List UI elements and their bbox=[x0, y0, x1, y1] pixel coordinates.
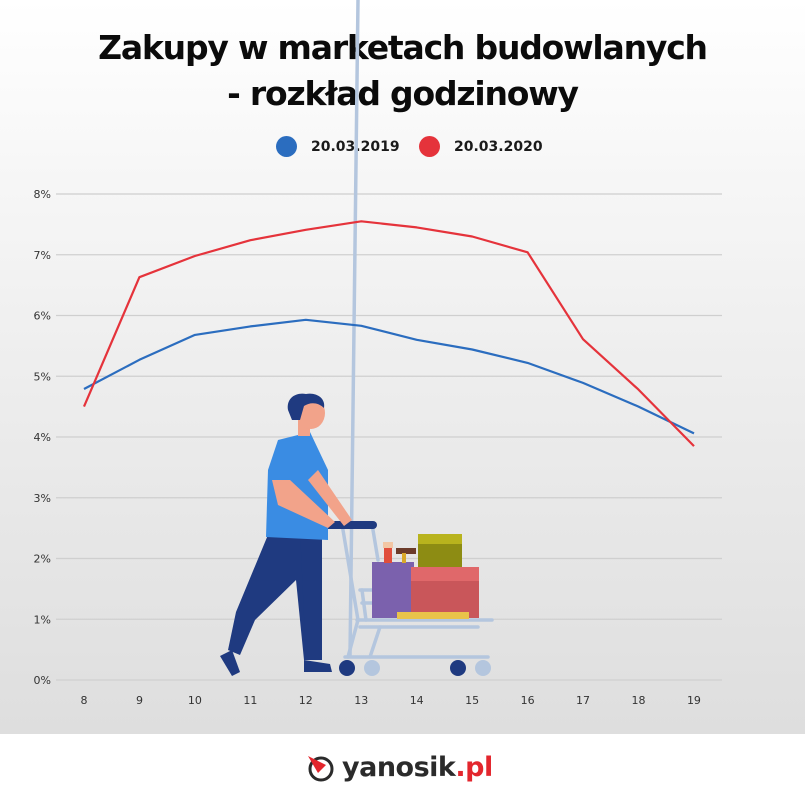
x-tick-label: 12 bbox=[299, 694, 313, 707]
y-tick-label: 2% bbox=[34, 553, 51, 566]
x-tick-label: 11 bbox=[243, 694, 257, 707]
y-tick-label: 7% bbox=[34, 249, 51, 262]
compass-logo-icon bbox=[308, 755, 334, 781]
y-tick-label: 8% bbox=[34, 188, 51, 201]
y-tick-label: 4% bbox=[34, 431, 51, 444]
x-tick-label: 17 bbox=[576, 694, 590, 707]
x-tick-label: 18 bbox=[632, 694, 646, 707]
y-tick-label: 5% bbox=[34, 370, 51, 383]
x-tick-label: 9 bbox=[136, 694, 143, 707]
x-tick-label: 16 bbox=[521, 694, 535, 707]
x-axis-labels: 8 9 10 11 12 13 14 15 16 17 18 19 bbox=[81, 694, 701, 707]
x-tick-label: 8 bbox=[81, 694, 88, 707]
series-line-2019 bbox=[83, 318, 695, 435]
footer bbox=[0, 734, 805, 804]
yanosik-logo[interactable]: yanosik.pl bbox=[306, 752, 493, 783]
y-tick-label: 3% bbox=[34, 492, 51, 505]
legend-label-2020: 20.03.2020 bbox=[454, 138, 543, 155]
shopper-illustration bbox=[220, 0, 494, 676]
line-chart: 0% 1% 2% 3% 4% 5% 6% 7% 8% 8 9 10 11 12 13 14 15 16 17 18 1… bbox=[34, 0, 722, 707]
logo-text: yanosik.pl bbox=[342, 752, 493, 783]
y-tick-label: 1% bbox=[34, 613, 51, 626]
x-tick-label: 13 bbox=[354, 694, 368, 707]
x-tick-label: 19 bbox=[687, 694, 701, 707]
logo-tld: .pl bbox=[455, 752, 493, 783]
shopping-cart-icon bbox=[340, 0, 494, 659]
series-line-2020 bbox=[82, 220, 695, 447]
logo-name: yanosik bbox=[342, 752, 456, 783]
y-axis-labels: 0% 1% 2% 3% 4% 5% 6% 7% 8% bbox=[34, 188, 51, 687]
x-tick-label: 15 bbox=[465, 694, 479, 707]
y-tick-label: 6% bbox=[34, 310, 51, 323]
chart-legend: 20.03.2019 20.03.2020 bbox=[0, 136, 805, 160]
legend-dot-blue-icon bbox=[276, 136, 297, 157]
x-tick-label: 14 bbox=[410, 694, 424, 707]
x-tick-label: 10 bbox=[188, 694, 202, 707]
chart-title-line-1: Zakupy w marketach budowlanych bbox=[98, 28, 708, 67]
y-tick-label: 0% bbox=[34, 674, 51, 687]
legend-item-2020: 20.03.2020 bbox=[419, 136, 543, 157]
legend-dot-red-icon bbox=[419, 136, 440, 157]
chart-title-line-2: - rozkład godzinowy bbox=[227, 74, 579, 113]
